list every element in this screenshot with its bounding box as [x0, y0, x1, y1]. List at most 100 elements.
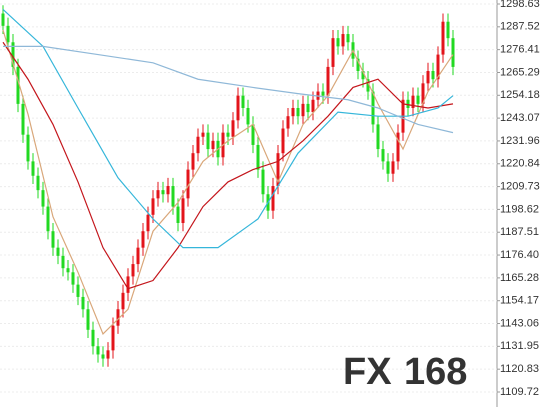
- y-tick-label: 1131.95: [500, 340, 539, 352]
- candle-body: [41, 190, 45, 207]
- candle-body: [51, 231, 55, 248]
- candle-body: [156, 190, 160, 199]
- y-tick-label: 1120.83: [500, 363, 539, 375]
- candle-body: [361, 71, 365, 80]
- candle-body: [366, 79, 370, 92]
- candle-body: [206, 132, 210, 150]
- candle-body: [381, 149, 385, 162]
- candle-body: [321, 91, 325, 96]
- moving-average-line: [2, 29, 454, 335]
- watermark: FX: [343, 351, 392, 393]
- candle-body: [211, 140, 215, 150]
- candle-body: [101, 354, 105, 359]
- candle-body: [446, 21, 450, 39]
- y-tick-label: 1198.62: [500, 203, 539, 215]
- candle-body: [36, 175, 40, 191]
- y-tick-label: 1154.17: [500, 295, 539, 307]
- candle-body: [431, 71, 435, 80]
- candle-body: [166, 186, 170, 195]
- candle-body: [121, 292, 125, 310]
- candle-body: [311, 99, 315, 113]
- candle-body: [126, 276, 130, 293]
- candle-body: [21, 103, 25, 135]
- candle-body: [391, 161, 395, 174]
- watermark: 168: [404, 351, 467, 393]
- y-tick-label: 1287.52: [500, 21, 540, 33]
- candle-body: [286, 116, 290, 129]
- candle-body: [176, 206, 180, 224]
- candle-body: [81, 296, 85, 310]
- candle-body: [411, 95, 415, 108]
- candle-body: [1, 13, 5, 26]
- candle-body: [416, 95, 420, 104]
- moving-average-line: [2, 8, 454, 249]
- candle-body: [181, 198, 185, 224]
- candle-body: [231, 120, 235, 137]
- candle-body: [146, 214, 150, 232]
- y-tick-label: 1209.73: [500, 180, 540, 192]
- candle-body: [441, 21, 445, 55]
- candle-body: [201, 132, 205, 137]
- candle-body: [396, 132, 400, 162]
- candle-body: [226, 132, 230, 137]
- candle-body: [191, 153, 195, 170]
- y-tick-label: 1109.72: [500, 386, 539, 398]
- candle-body: [296, 107, 300, 117]
- candle-body: [76, 284, 80, 297]
- candle-body: [331, 38, 335, 67]
- candle-body: [346, 34, 350, 43]
- candle-body: [356, 58, 360, 72]
- candle-body: [186, 169, 190, 199]
- candle-body: [301, 103, 305, 117]
- candle-body: [336, 38, 340, 47]
- candle-body: [61, 255, 65, 269]
- y-tick-label: 1220.84: [500, 158, 540, 170]
- candle-body: [436, 54, 440, 80]
- candle-body: [281, 128, 285, 154]
- candle-body: [246, 107, 250, 125]
- candle-body: [256, 144, 260, 170]
- candle-body: [136, 247, 140, 265]
- candle-body: [151, 198, 155, 215]
- candle-body: [341, 34, 345, 47]
- candle-body: [96, 346, 100, 355]
- candle-body: [141, 231, 145, 248]
- candle-body: [91, 329, 95, 347]
- candle-body: [421, 83, 425, 104]
- y-tick-label: 1231.96: [500, 135, 540, 147]
- y-tick-label: 1265.29: [500, 66, 540, 78]
- y-tick-label: 1143.06: [500, 317, 539, 329]
- candle-body: [116, 309, 120, 326]
- y-tick-label: 1165.28: [500, 272, 539, 284]
- y-tick-label: 1243.07: [500, 112, 540, 124]
- moving-average-line: [3, 45, 454, 134]
- candle-body: [26, 134, 30, 162]
- candle-body: [11, 42, 15, 67]
- candle-body: [241, 95, 245, 108]
- candle-body: [111, 325, 115, 351]
- candle-body: [306, 103, 310, 113]
- candle-body: [86, 309, 90, 330]
- y-tick-label: 1276.41: [500, 44, 540, 56]
- candle-body: [291, 107, 295, 117]
- candle-body: [31, 161, 35, 176]
- y-tick-label: 1176.40: [500, 249, 539, 261]
- candle-body: [46, 206, 50, 232]
- candle-body: [66, 268, 70, 273]
- candle-body: [276, 153, 280, 187]
- moving-average-line: [2, 41, 454, 290]
- candle-body: [386, 161, 390, 174]
- candle-body: [71, 272, 75, 285]
- candle-body: [251, 124, 255, 145]
- candle-body: [106, 350, 110, 359]
- candle-body: [376, 124, 380, 150]
- candle-body: [236, 95, 240, 121]
- candle-body: [451, 38, 455, 67]
- candle-body: [171, 186, 175, 207]
- candle-body: [196, 136, 200, 154]
- y-tick-label: 1254.18: [500, 89, 540, 101]
- y-tick-label: 1187.51: [500, 226, 539, 238]
- candle-body: [426, 71, 430, 84]
- y-tick-label: 1298.63: [500, 0, 540, 10]
